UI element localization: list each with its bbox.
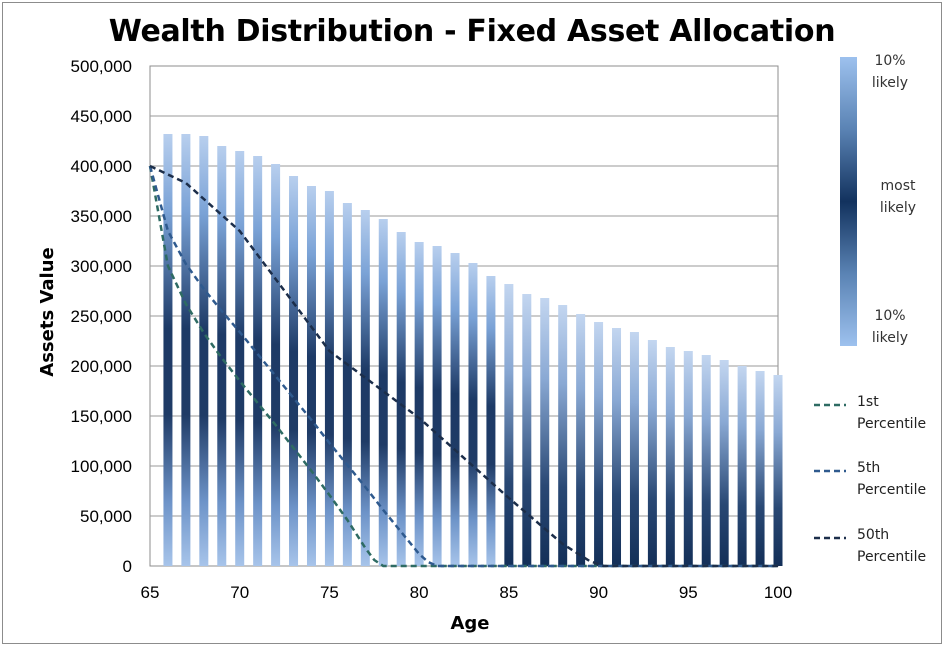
bar: [594, 322, 604, 566]
y-tick-label: 250,000: [71, 307, 132, 326]
gradient-bottom-line2: likely: [871, 330, 909, 346]
x-tick-label: 75: [320, 583, 339, 602]
gradient-middle-label: most likely: [858, 175, 938, 219]
legend-50th-line2: Percentile: [857, 549, 927, 565]
bar: [773, 375, 783, 566]
bar: [647, 340, 657, 566]
gradient-bottom-label: 10% likely: [850, 305, 930, 349]
bar: [504, 284, 514, 566]
bar: [342, 203, 352, 566]
x-tick-label: 70: [230, 583, 249, 602]
legend-item-5th: 5th Percentile: [857, 457, 926, 501]
line-5th-percentile: [148, 165, 778, 568]
bar: [324, 191, 334, 566]
chart-title: Wealth Distribution - Fixed Asset Alloca…: [108, 14, 836, 49]
bar: [755, 371, 765, 566]
gradient-bottom-line1: 10%: [874, 308, 906, 324]
y-tick-label: 50,000: [80, 507, 132, 526]
x-tick-label: 85: [499, 583, 518, 602]
y-tick-label: 150,000: [71, 407, 132, 426]
x-tick-label: 95: [679, 583, 698, 602]
bar: [289, 176, 299, 566]
bar: [396, 232, 406, 566]
bar: [612, 328, 622, 566]
bar: [217, 146, 227, 566]
bar: [432, 246, 442, 566]
x-tick-label: 65: [141, 583, 160, 602]
bar: [468, 263, 478, 566]
gradient-top-line1: 10%: [874, 53, 906, 69]
bar: [253, 156, 263, 566]
bar: [450, 253, 460, 566]
x-axis-label: Age: [450, 613, 490, 634]
y-tick-label: 300,000: [71, 257, 132, 276]
y-tick-label: 500,000: [71, 57, 132, 76]
bar: [522, 294, 532, 566]
x-tick-label: 80: [410, 583, 429, 602]
bar: [540, 298, 550, 566]
gradient-top-line2: likely: [871, 75, 909, 91]
gradient-top-label: 10% likely: [850, 50, 930, 94]
bar: [360, 210, 370, 566]
bar: [271, 164, 281, 566]
y-tick-label: 450,000: [71, 107, 132, 126]
legend-item-50th: 50th Percentile: [857, 524, 926, 568]
legend-50th-line1: 50th: [857, 527, 890, 543]
likelihood-gradient-bar: [840, 57, 857, 346]
line-1st-percentile: [148, 165, 778, 568]
gradient-middle-line1: most: [880, 178, 916, 194]
bar: [701, 355, 711, 566]
y-tick-label: 0: [123, 557, 132, 576]
bar: [199, 136, 209, 566]
x-tick-label: 90: [589, 583, 608, 602]
y-tick-label: 200,000: [71, 357, 132, 376]
legend-1st-line2: Percentile: [857, 416, 927, 432]
y-tick-label: 350,000: [71, 207, 132, 226]
y-tick-label: 100,000: [71, 457, 132, 476]
bar: [414, 242, 424, 566]
bar: [181, 134, 191, 566]
bar: [683, 351, 693, 566]
legend-5th-line1: 5th: [857, 460, 881, 476]
bar: [719, 360, 729, 566]
x-tick-label: 100: [764, 583, 792, 602]
legend-item-1st: 1st Percentile: [857, 391, 926, 435]
bar: [378, 219, 388, 566]
bar: [629, 332, 639, 566]
legend-5th-line2: Percentile: [857, 482, 927, 498]
bar: [235, 151, 245, 566]
bar: [665, 347, 675, 566]
bar: [486, 276, 496, 566]
bar: [306, 186, 316, 566]
bar: [558, 305, 568, 566]
gradient-middle-line2: likely: [879, 200, 917, 216]
bar: [576, 314, 586, 566]
bar: [737, 366, 747, 566]
bar: [163, 134, 173, 566]
y-tick-label: 400,000: [71, 157, 132, 176]
legend-1st-line1: 1st: [857, 394, 879, 410]
